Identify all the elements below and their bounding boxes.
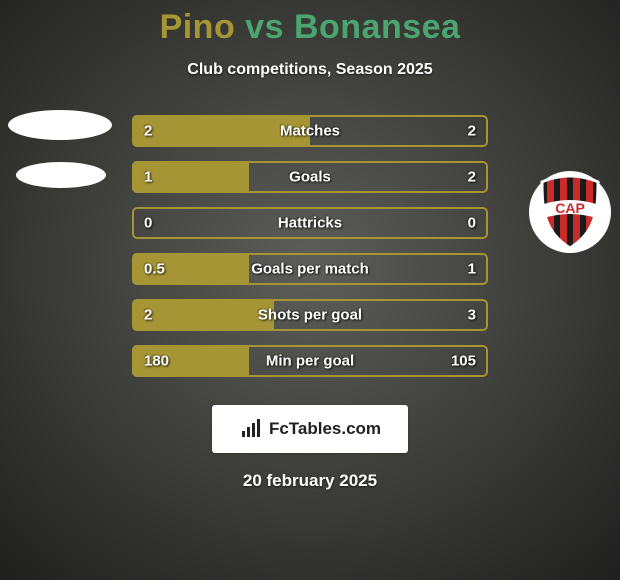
stat-label: Min per goal	[266, 353, 354, 370]
stat-row-goals: 1 Goals 2	[132, 161, 488, 193]
stat-left-value: 180	[144, 353, 169, 370]
footer-date: 20 february 2025	[0, 471, 620, 491]
stat-right-value: 3	[468, 307, 476, 324]
content-root: Pino vs Bonansea Club competitions, Seas…	[0, 0, 620, 580]
stat-left-value: 1	[144, 169, 152, 186]
stat-left-value: 2	[144, 307, 152, 324]
stat-label: Goals per match	[251, 261, 369, 278]
left-badge-ellipse-2	[16, 162, 106, 188]
shield-banner-text: CAP	[555, 200, 585, 216]
right-player-badge: CAP	[528, 170, 612, 254]
title-right: Bonansea	[294, 8, 461, 46]
left-badge-ellipse-1	[8, 110, 112, 140]
stat-row-shots-per-goal: 2 Shots per goal 3	[132, 299, 488, 331]
stat-row-matches: 2 Matches 2	[132, 115, 488, 147]
left-player-badges	[8, 110, 112, 188]
bars-chart-icon	[239, 417, 263, 441]
page-title: Pino vs Bonansea	[0, 8, 620, 47]
fctables-chip[interactable]: FcTables.com	[212, 405, 408, 453]
stat-label: Goals	[289, 169, 331, 186]
club-shield-icon: CAP	[528, 170, 612, 254]
title-left: Pino	[160, 8, 246, 46]
stat-right-value: 105	[451, 353, 476, 370]
stat-row-goals-per-match: 0.5 Goals per match 1	[132, 253, 488, 285]
stat-left-value: 0	[144, 215, 152, 232]
stat-left-value: 2	[144, 123, 152, 140]
stat-row-hattricks: 0 Hattricks 0	[132, 207, 488, 239]
stat-right-value: 2	[468, 169, 476, 186]
stat-left-value: 0.5	[144, 261, 165, 278]
stat-label: Hattricks	[278, 215, 342, 232]
stat-fill	[132, 299, 274, 331]
subtitle: Club competitions, Season 2025	[0, 61, 620, 79]
stat-label: Shots per goal	[258, 307, 362, 324]
stat-row-min-per-goal: 180 Min per goal 105	[132, 345, 488, 377]
stats-bars: 2 Matches 2 1 Goals 2 0 Hattricks 0 0.5 Goals per …	[132, 115, 488, 377]
stat-right-value: 0	[468, 215, 476, 232]
stat-label: Matches	[280, 123, 340, 140]
stat-right-value: 1	[468, 261, 476, 278]
fctables-label: FcTables.com	[269, 419, 381, 439]
stat-right-value: 2	[468, 123, 476, 140]
